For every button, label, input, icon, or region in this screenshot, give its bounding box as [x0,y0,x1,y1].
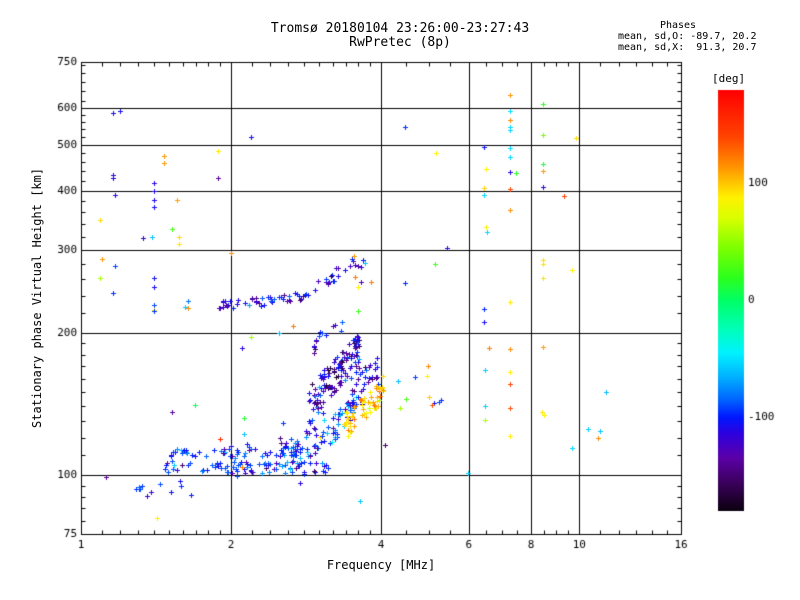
plot-title: Tromsø 20180104 23:26:00-23:27:43 [270,21,530,36]
colorbar-unit-label: [deg] [712,72,746,85]
title-block: Tromsø 20180104 23:26:00-23:27:43 RwPret… [0,22,800,50]
phases-heading: Phases [659,20,697,31]
x-axis-title: Frequency [MHz] [326,558,436,572]
phases-x-mode: mean, sd,X: 91.3, 20.7 [618,42,757,53]
plot-subtitle: RwPretec (8p) [349,35,451,50]
phases-summary: Phases mean, sd,O: -89.7, 20.2 mean, sd,… [618,20,778,53]
y-axis-title: Stationary phase Virtual Height [km] [30,167,44,429]
phases-o-mode: mean, sd,O: -89.7, 20.2 [618,31,757,42]
